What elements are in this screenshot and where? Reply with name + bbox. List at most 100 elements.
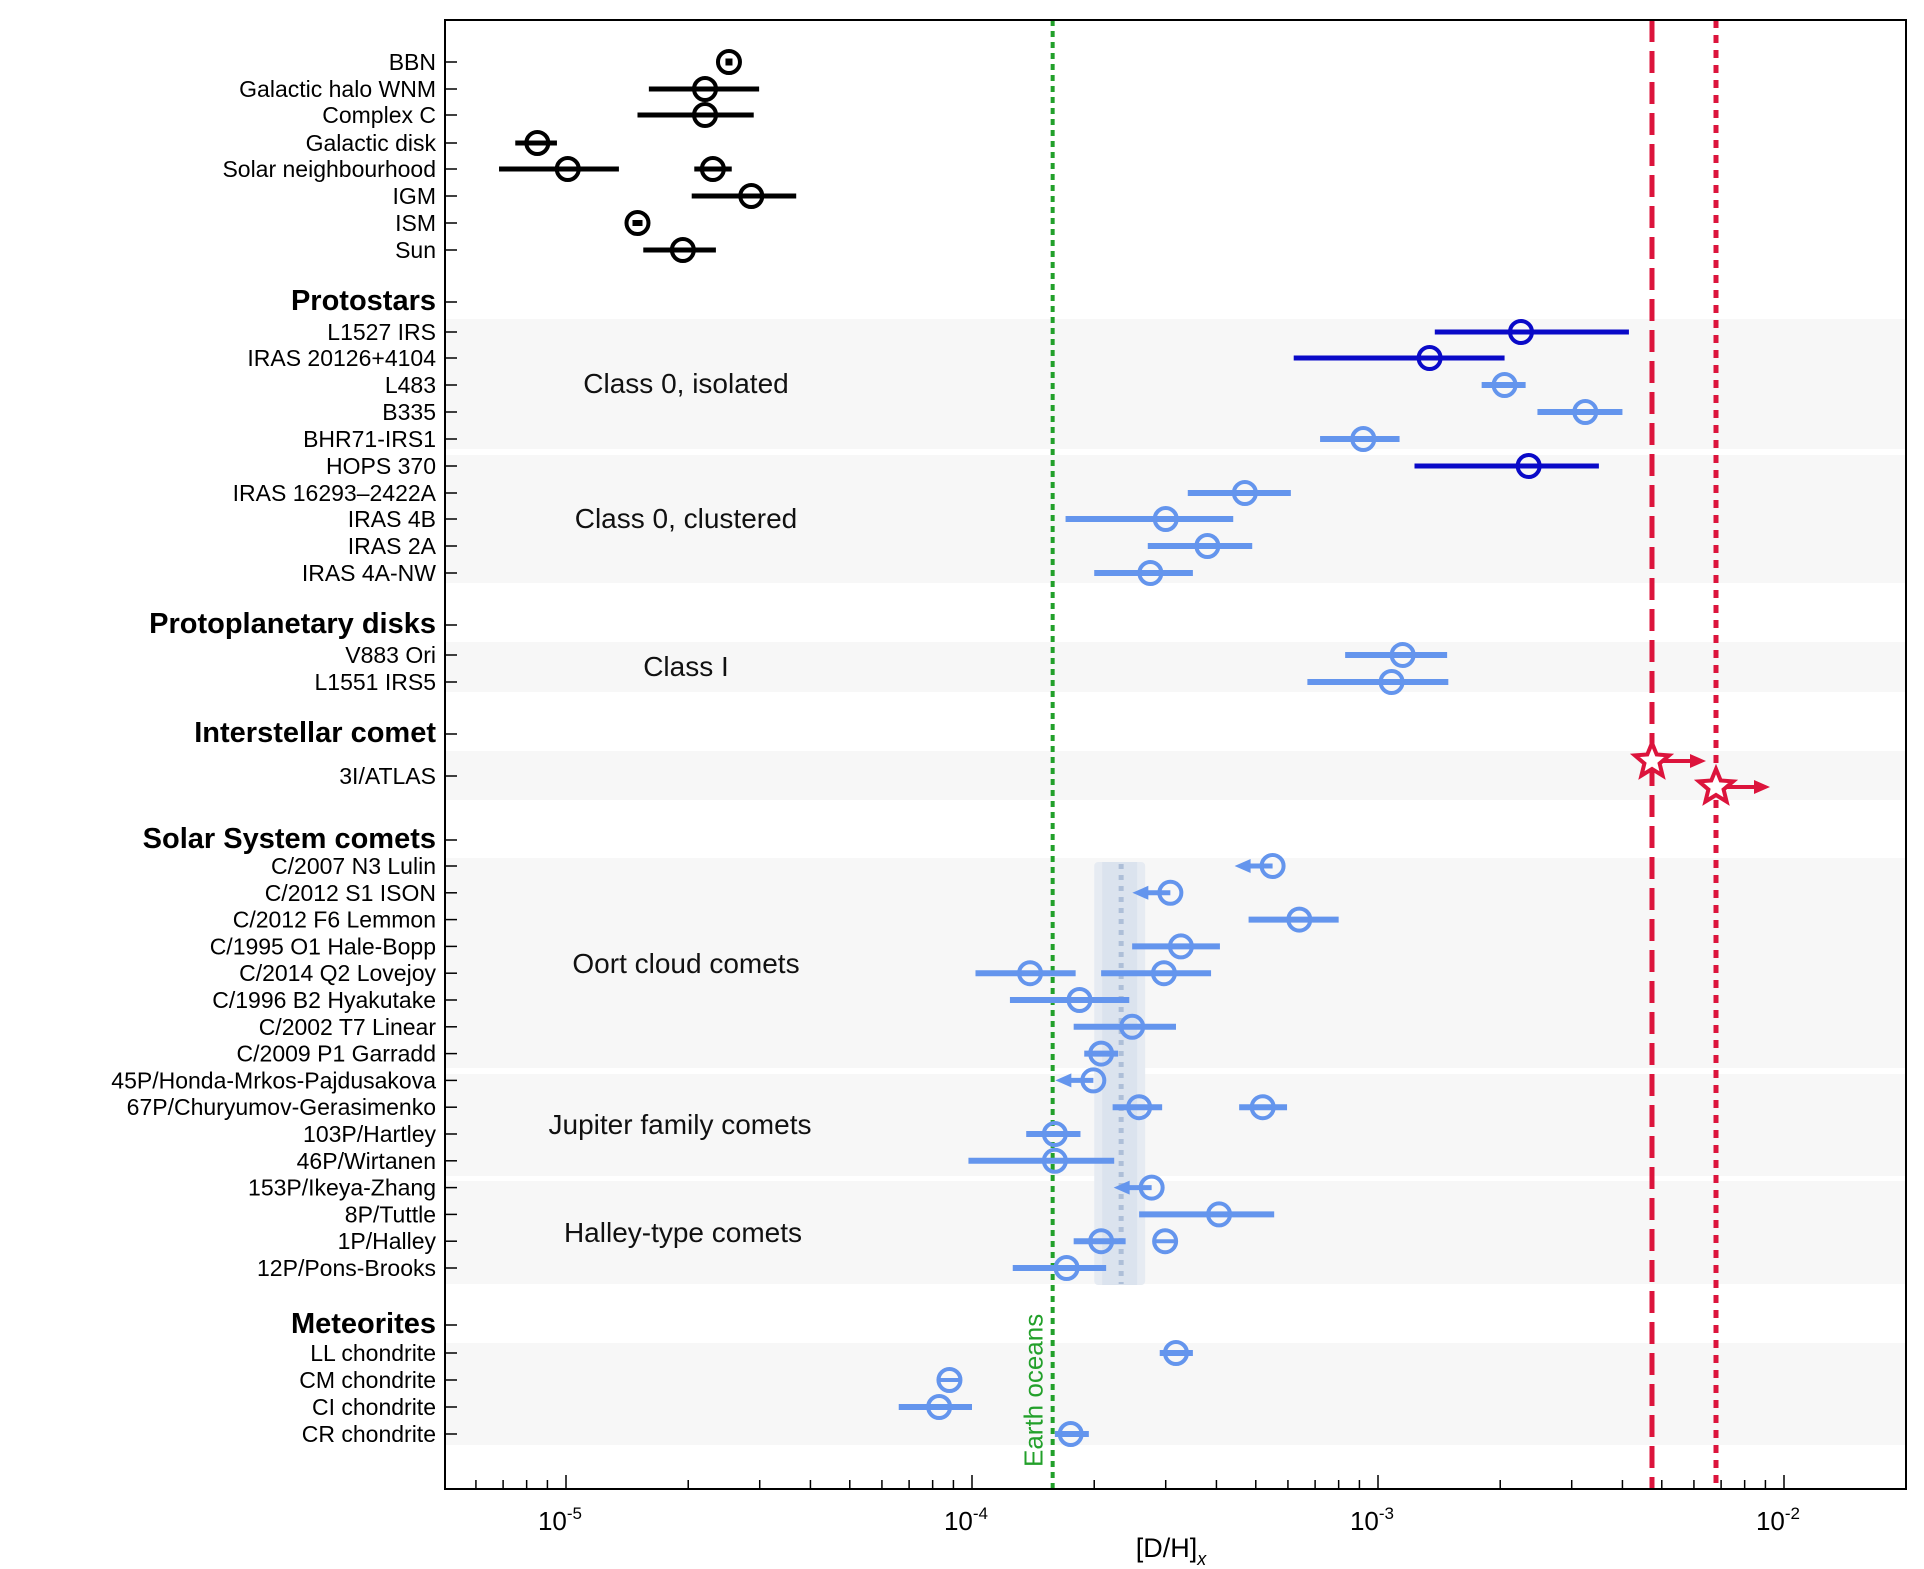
circle-marker (1057, 1421, 1084, 1447)
lower-limit-arrow-head (1753, 780, 1770, 794)
data-point (936, 1367, 963, 1393)
circle-marker (692, 102, 719, 128)
circle-marker (699, 156, 726, 182)
group-label: Halley-type comets (564, 1217, 802, 1248)
row-label: C/2002 T7 Linear (259, 1014, 437, 1040)
data-point (694, 156, 732, 182)
data-point (1234, 853, 1286, 879)
row-label: 3I/ATLAS (339, 763, 436, 789)
row-band (445, 642, 1906, 692)
circle-marker (1167, 933, 1194, 960)
x-tick-label: 10-3 (1350, 1504, 1394, 1536)
row-label: L1551 IRS5 (315, 669, 436, 695)
circle-marker (1088, 1040, 1115, 1067)
circle-marker (1150, 960, 1177, 987)
data-point (1026, 1121, 1081, 1147)
circle-marker (936, 1367, 963, 1393)
data-point (1112, 1094, 1163, 1121)
circle-marker (1119, 1013, 1146, 1040)
data-point (1065, 506, 1234, 532)
tick-exponent: -2 (1785, 1504, 1800, 1523)
data-point (499, 156, 619, 182)
data-point (1248, 906, 1339, 933)
circle-marker (1507, 319, 1534, 345)
earth-oceans-label: Earth oceans (1019, 1314, 1049, 1467)
upper-limit-arrow-head (1113, 1180, 1130, 1195)
data-point (624, 210, 651, 236)
x-tick-label: 10-4 (944, 1504, 988, 1536)
data-point (1139, 1201, 1275, 1228)
circle-marker (1152, 506, 1179, 532)
row-label: IRAS 16293–2422A (233, 480, 437, 506)
row-label: C/1995 O1 Hale-Bopp (210, 933, 436, 959)
row-label: BBN (389, 49, 436, 75)
tick-base: 10 (538, 1506, 567, 1536)
row-label: L1527 IRS (327, 319, 436, 345)
group-label: Class 0, isolated (583, 368, 788, 399)
category-heading: Protoplanetary disks (149, 608, 436, 640)
data-point (1481, 372, 1526, 398)
data-point (1132, 879, 1184, 906)
circle-marker (1194, 533, 1221, 559)
data-point (898, 1394, 972, 1420)
row-label: Galactic halo WNM (239, 76, 436, 102)
data-point (1101, 960, 1212, 987)
circle-marker (1416, 345, 1443, 371)
circle-marker (1152, 1228, 1179, 1255)
group-label: Jupiter family comets (549, 1109, 812, 1140)
star-marker (1629, 737, 1675, 780)
data-point (1113, 1174, 1165, 1201)
category-heading: Interstellar comet (194, 717, 436, 749)
row-label: Sun (395, 237, 436, 263)
data-point (968, 1147, 1115, 1174)
data-point (1239, 1094, 1288, 1121)
circle-marker (1515, 453, 1542, 479)
row-label: V883 Ori (345, 642, 436, 668)
data-point (1537, 399, 1623, 425)
circle-marker (1206, 1201, 1233, 1228)
star-marker (1693, 763, 1739, 806)
row-band (445, 751, 1906, 800)
data-point (1187, 480, 1291, 506)
tick-base: 10 (944, 1506, 973, 1536)
circle-marker (926, 1394, 953, 1420)
row-label: IRAS 2A (348, 533, 437, 559)
row-label: C/2012 S1 ISON (265, 880, 436, 906)
circle-marker (1053, 1255, 1080, 1281)
data-point (1132, 933, 1220, 960)
circle-marker (1157, 879, 1184, 906)
data-point (1009, 987, 1130, 1013)
data-point (1159, 1340, 1193, 1366)
x-axis-label-main: [D/H] (1136, 1533, 1198, 1563)
group-label: Class I (643, 651, 729, 682)
circle-marker (1231, 480, 1258, 506)
center-dash (632, 220, 643, 226)
row-label: Galactic disk (306, 130, 437, 156)
row-label: IRAS 4B (348, 506, 436, 532)
data-point (1055, 1067, 1107, 1094)
circle-marker (738, 183, 765, 209)
tick-exponent: -4 (973, 1504, 988, 1523)
circle-marker (1138, 1174, 1165, 1201)
row-label: Solar neighbourhood (222, 156, 436, 182)
tick-base: 10 (1350, 1506, 1379, 1536)
data-point (1629, 737, 1706, 780)
circle-marker (1017, 960, 1044, 987)
data-point (1345, 642, 1448, 668)
circle-marker (1041, 1121, 1068, 1147)
row-label: HOPS 370 (326, 453, 436, 479)
circle-marker (669, 237, 696, 263)
row-label: C/2007 N3 Lulin (271, 853, 436, 879)
tick-base: 10 (1756, 1506, 1785, 1536)
circle-marker (1259, 853, 1286, 879)
category-heading: Solar System comets (143, 823, 436, 855)
data-point (515, 130, 557, 156)
row-band (445, 1343, 1906, 1445)
row-label: LL chondrite (310, 1340, 436, 1366)
circle-marker (1491, 372, 1518, 398)
data-point (1094, 560, 1193, 586)
row-label: 67P/Churyumov-Gerasimenko (127, 1094, 436, 1120)
row-label: 103P/Hartley (303, 1121, 436, 1147)
x-axis-label-subscript: x (1196, 1549, 1207, 1569)
